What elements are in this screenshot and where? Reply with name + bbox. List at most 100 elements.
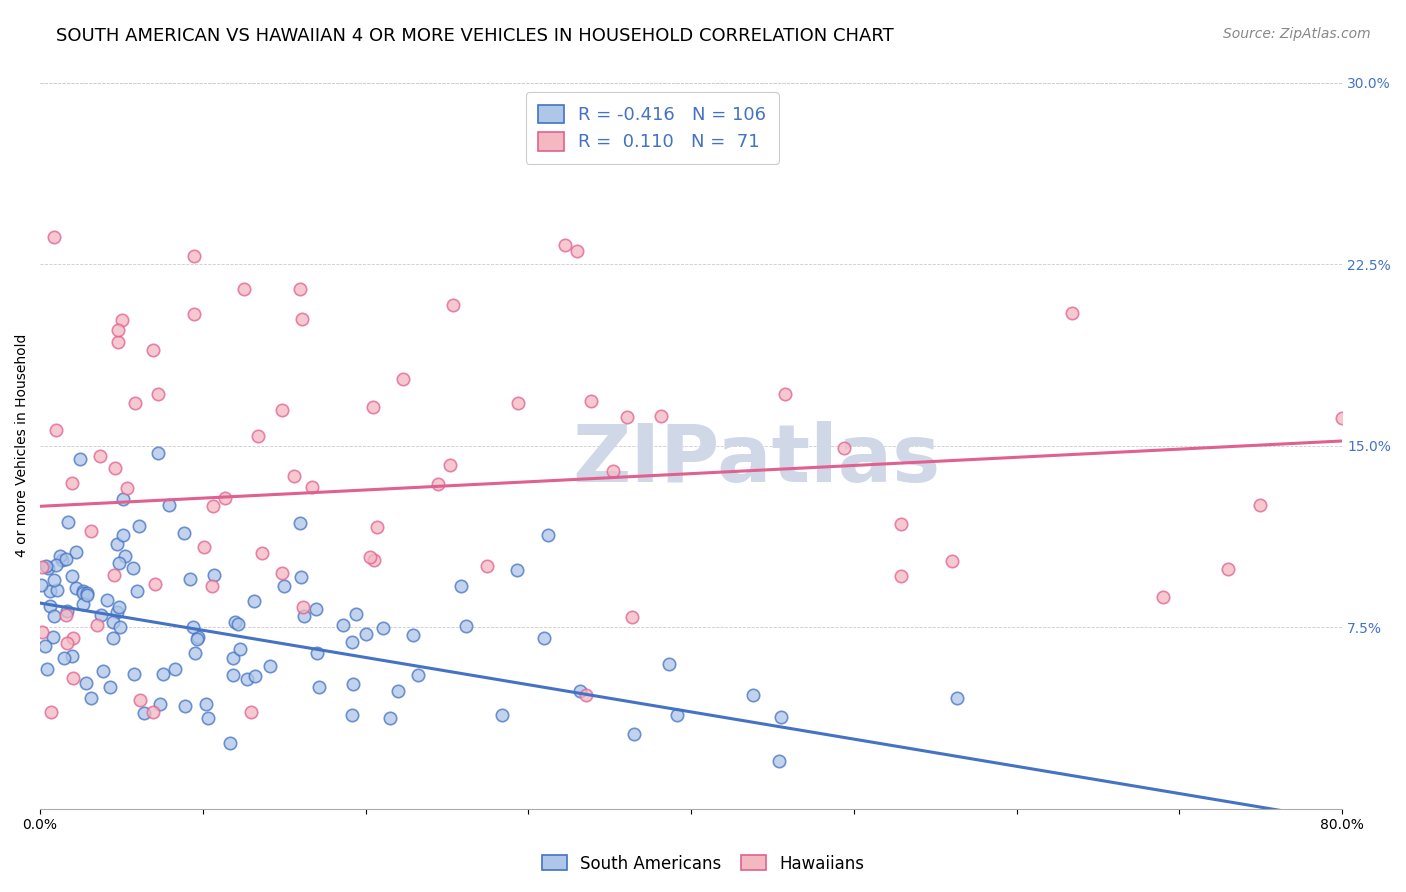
Point [107,335,129,350]
Point [387,684,409,698]
Point [103,615,125,629]
Point [186,632,208,646]
Point [1331,410,1354,425]
Point [179,572,201,586]
Point [222,667,245,681]
Text: Source: ZipAtlas.com: Source: ZipAtlas.com [1223,27,1371,41]
Point [226,617,249,632]
Y-axis label: 4 or more Vehicles in Household: 4 or more Vehicles in Household [15,334,30,558]
Point [72,585,94,599]
Point [134,706,156,721]
Point [290,570,312,584]
Point [55,607,77,622]
Text: SOUTH AMERICAN VS HAWAIIAN 4 OR MORE VEHICLES IN HOUSEHOLD CORRELATION CHART: SOUTH AMERICAN VS HAWAIIAN 4 OR MORE VEH… [56,27,894,45]
Point [34,639,56,653]
Point [129,693,152,707]
Point [204,568,226,582]
Point [361,400,384,414]
Point [183,249,205,263]
Point [42,229,65,244]
Point [42,573,65,587]
Point [124,395,146,409]
Point [283,469,305,483]
Point [426,476,449,491]
Point [291,311,314,326]
Point [201,579,224,593]
Point [55,551,77,566]
Point [271,566,294,580]
Point [122,560,145,574]
Point [378,711,401,725]
Point [86,617,108,632]
Point [537,527,560,541]
Point [229,642,252,657]
Point [222,650,245,665]
Point [271,403,294,417]
Point [233,282,256,296]
Point [441,298,464,312]
Point [165,663,187,677]
Point [742,688,765,702]
Point [288,282,311,296]
Point [946,690,969,705]
Point [65,581,87,595]
Point [1152,590,1174,604]
Point [224,615,246,629]
Point [184,646,207,660]
Point [890,569,912,583]
Point [125,583,148,598]
Point [44,609,66,624]
Point [108,620,131,634]
Point [69,452,91,467]
Point [371,621,394,635]
Point [890,517,912,532]
Point [107,323,129,337]
Point [56,515,79,529]
Point [342,677,364,691]
Point [183,307,205,321]
Point [294,608,316,623]
Point [157,498,180,512]
Point [658,657,681,672]
Point [30,578,52,592]
Point [45,423,67,437]
Point [768,754,790,768]
Point [122,666,145,681]
Point [342,707,364,722]
Point [770,709,793,723]
Point [243,669,266,683]
Point [1060,306,1083,320]
Point [112,491,135,506]
Point [366,520,388,534]
Point [56,636,79,650]
Point [142,705,165,719]
Point [554,237,576,252]
Point [60,475,83,490]
Point [143,577,166,591]
Point [616,409,638,424]
Point [149,697,172,711]
Point [308,680,330,694]
Point [201,499,224,513]
Point [60,648,83,663]
Point [239,705,262,719]
Point [108,556,131,570]
Point [39,599,62,613]
Point [193,541,215,555]
Point [72,598,94,612]
Point [505,562,527,576]
Point [93,664,115,678]
Point [359,550,381,565]
Point [90,608,112,623]
Point [666,707,689,722]
Point [305,646,328,660]
Point [602,464,624,478]
Point [128,519,150,533]
Point [305,602,328,616]
Point [508,396,530,410]
Point [112,527,135,541]
Point [103,567,125,582]
Point [214,491,236,505]
Point [406,667,429,681]
Point [62,631,84,645]
